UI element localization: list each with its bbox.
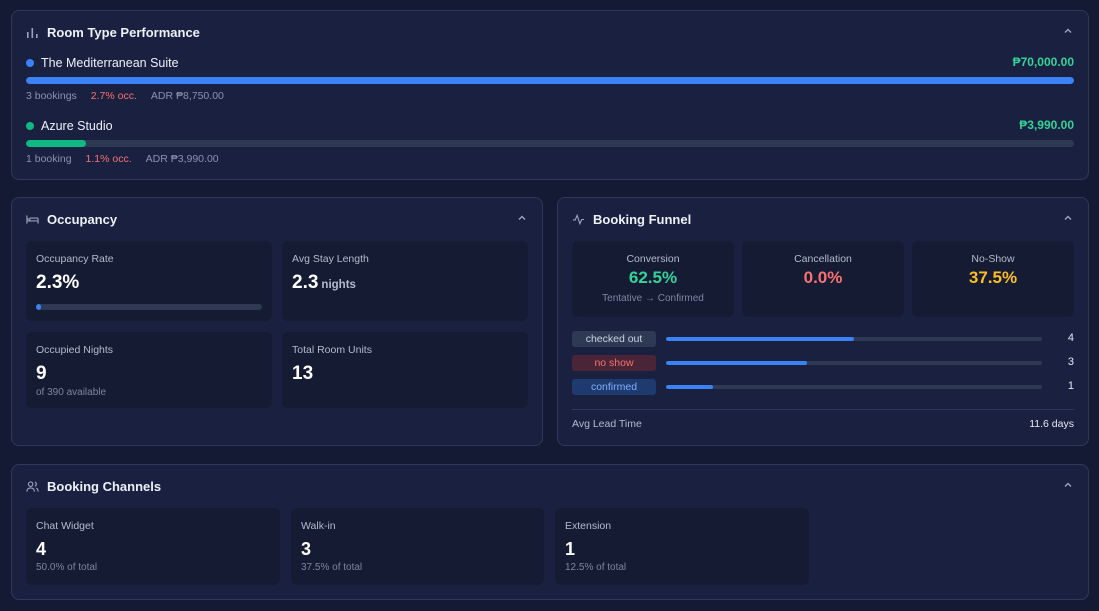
occupancy-rate-fill [36,304,42,310]
booking-channels-card: Booking Channels Chat Widget 4 50.0% of … [11,464,1089,600]
tile-label: Occupancy Rate [36,253,114,265]
tile-value: 2.3 nights [292,272,356,294]
room-revenue-bar [26,140,1074,147]
card-title: Room Type Performance [47,24,200,40]
status-count: 4 [1067,332,1074,344]
status-row: confirmed 1 [572,379,1074,395]
status-count: 1 [1067,380,1074,392]
room-occupancy: 2.7% occ. [90,90,137,102]
room-revenue-fill [26,140,86,147]
tile-label: Cancellation [794,253,852,265]
room-type-performance-header[interactable]: Room Type Performance [26,23,1074,41]
avg-stay-value: 2.3 [292,272,319,293]
status-row: checked out 4 [572,331,1074,347]
room-revenue-bar [26,77,1074,84]
tile-value: 9 [36,363,47,384]
occupied-nights-tile: Occupied Nights 9 of 390 available [26,332,272,408]
tile-sub: 50.0% of total [36,562,98,573]
room-name: Azure Studio [41,119,113,133]
status-count: 3 [1067,356,1074,368]
tile-sub: 12.5% of total [565,562,627,573]
tile-sub: 37.5% of total [301,562,363,573]
tile-label: Conversion [626,253,680,265]
bar-chart-icon [26,26,39,39]
chevron-up-icon[interactable] [516,211,528,223]
tile-sub: of 390 available [36,387,107,398]
chevron-up-icon[interactable] [1062,478,1074,490]
tile-value: 13 [292,363,314,384]
total-room-units-tile: Total Room Units 13 [282,332,528,408]
room-bookings: 1 booking [26,153,72,165]
tile-label: Extension [565,520,612,532]
tile-label: No-Show [971,253,1015,265]
room-occupancy: 1.1% occ. [85,153,132,165]
room-color-dot [26,122,34,130]
status-bar [666,385,1042,389]
booking-funnel-header[interactable]: Booking Funnel [572,210,1074,228]
room-adr: ADR ₱8,750.00 [150,90,224,102]
room-revenue: ₱70,000.00 [1012,55,1074,69]
avg-lead-time-label: Avg Lead Time [572,418,642,430]
status-badge: checked out [572,331,656,347]
tile-value: 2.3% [36,272,80,293]
status-badge: confirmed [572,379,656,395]
room-adr: ADR ₱3,990.00 [145,153,219,165]
status-bar [666,361,1042,365]
card-title: Occupancy [47,211,118,227]
occupancy-rate-bar [36,304,262,310]
tile-label: Chat Widget [36,520,94,532]
status-bar-fill [666,337,854,341]
status-row: no show 3 [572,355,1074,371]
cancellation-tile: Cancellation 0.0% [742,241,904,317]
chevron-up-icon[interactable] [1062,24,1074,36]
tile-value: 4 [36,539,47,559]
status-badge: no show [572,355,656,371]
card-title: Booking Funnel [593,211,692,227]
avg-stay-unit: nights [321,279,356,291]
status-bar-fill [666,361,807,365]
tile-value: 37.5% [968,268,1018,287]
room-color-dot [26,59,34,67]
room-bookings: 3 bookings [26,90,77,102]
room-revenue-fill [26,77,1074,84]
tile-value: 3 [301,539,312,559]
users-icon [26,480,39,493]
avg-stay-tile: Avg Stay Length 2.3 nights [282,241,528,321]
channel-tile: Extension 1 12.5% of total [555,508,809,585]
chevron-up-icon[interactable] [1062,211,1074,223]
tile-label: Total Room Units [292,344,372,356]
no-show-tile: No-Show 37.5% [912,241,1074,317]
booking-funnel-card: Booking Funnel Conversion 62.5% Tentativ… [557,197,1089,446]
occupancy-rate-tile: Occupancy Rate 2.3% [26,241,272,321]
avg-lead-time-value: 11.6 days [1029,418,1074,430]
channel-tile: Walk-in 3 37.5% of total [291,508,544,585]
room-revenue: ₱3,990.00 [1019,118,1074,132]
conversion-tile: Conversion 62.5% Tentative → Confirmed [572,241,734,317]
room-row: Azure Studio ₱3,990.00 1 booking 1.1% oc… [26,118,1074,168]
tile-value: 0.0% [803,268,843,287]
tile-label: Walk-in [301,520,336,532]
tile-label: Occupied Nights [36,344,114,356]
tile-label: Avg Stay Length [292,253,369,265]
card-title: Booking Channels [47,478,162,494]
activity-icon [572,213,585,226]
channel-tile: Chat Widget 4 50.0% of total [26,508,280,585]
tile-value: 1 [565,539,576,559]
room-name: The Mediterranean Suite [41,56,179,70]
tile-value: 62.5% [628,268,678,287]
occupancy-card: Occupancy Occupancy Rate 2.3% Avg Stay L… [11,197,543,446]
room-row: The Mediterranean Suite ₱70,000.00 3 boo… [26,55,1074,105]
room-type-performance-card: Room Type Performance The Mediterranean … [11,10,1089,180]
tile-sub: Tentative → Confirmed [602,293,704,304]
divider [572,409,1074,410]
status-bar-fill [666,385,713,389]
bed-icon [26,213,39,226]
booking-channels-header[interactable]: Booking Channels [26,477,1074,495]
status-bar [666,337,1042,341]
occupancy-header[interactable]: Occupancy [26,210,528,228]
